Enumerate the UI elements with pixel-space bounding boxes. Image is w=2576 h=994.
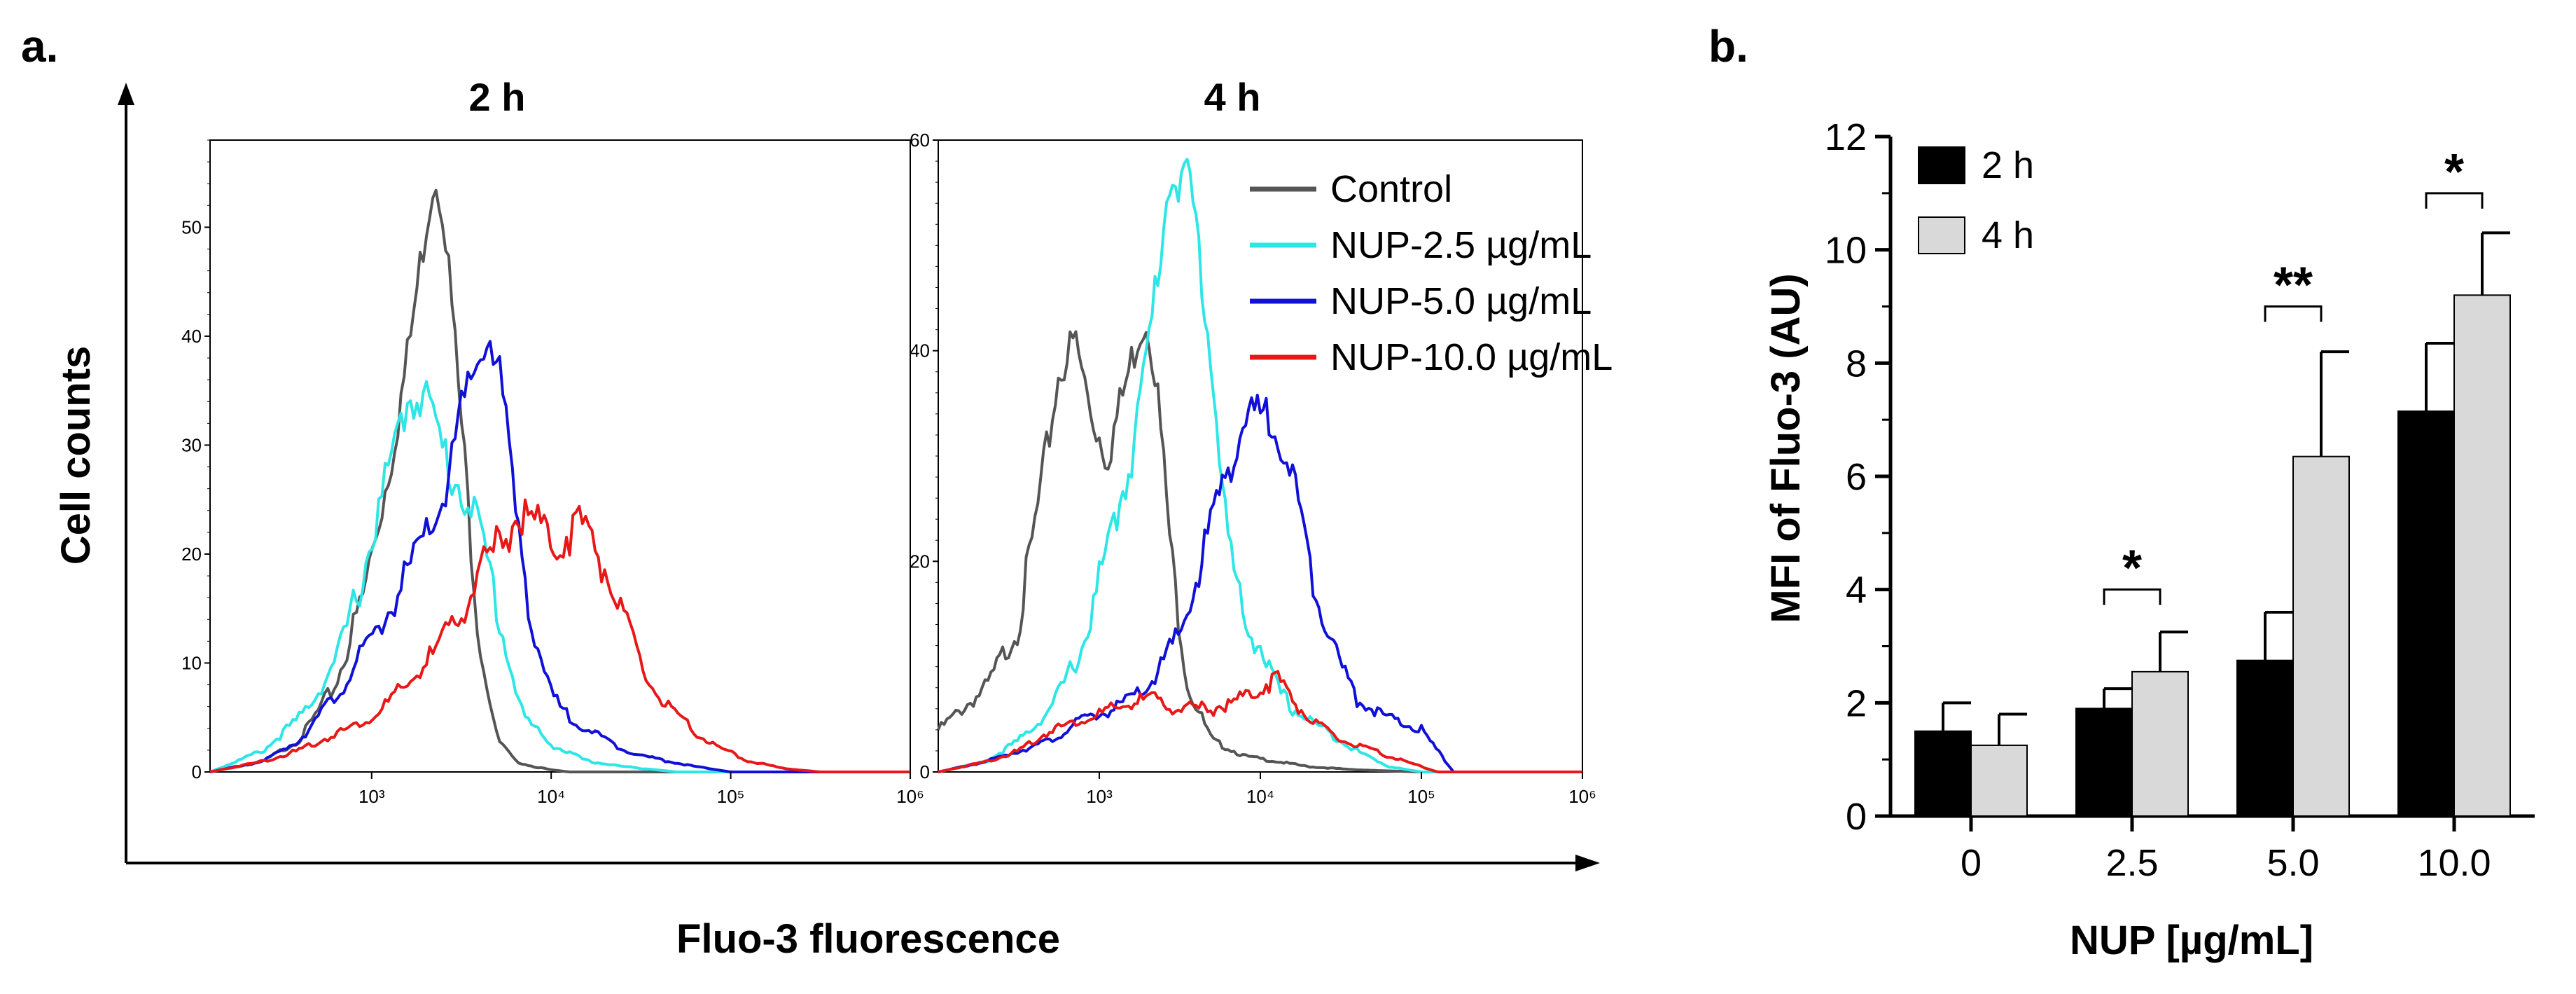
legend-label: NUP-2.5 µg/mL <box>1330 224 1592 266</box>
bar <box>1914 730 1972 817</box>
bar <box>2292 455 2350 817</box>
bar-legend-swatch <box>1918 216 1965 254</box>
x-tick-label: 10⁴ <box>537 786 565 807</box>
y-tick-label: 40 <box>910 340 930 361</box>
x-tick-label: 10⁵ <box>1407 786 1435 807</box>
bar-x-tick-label: 10.0 <box>2417 842 2491 884</box>
y-tick-label: 20 <box>181 544 202 565</box>
bar <box>2236 659 2294 817</box>
x-tick-label: 10⁶ <box>896 786 924 807</box>
histogram-series-line <box>938 670 1582 773</box>
legend-label: NUP-5.0 µg/mL <box>1330 280 1592 322</box>
histogram-2h: 2 h 0 10 20 30 40 50 10³ 10⁴ 10⁵ 10⁶ <box>181 75 924 807</box>
bar-y-tick-label: 10 <box>1825 230 1867 272</box>
bar-chart: MFI of Fluo-3 (AU) NUP [µg/mL] 0 2 4 6 8 10 12… <box>1763 116 2535 963</box>
bar-y-tick-label: 0 <box>1846 796 1867 838</box>
histogram-series-line <box>209 188 910 773</box>
histogram-2h-title: 2 h <box>469 75 526 119</box>
bar-x-tick-label: 2.5 <box>2105 842 2158 884</box>
bar-legend-swatch <box>1918 146 1965 184</box>
significance-label: ** <box>2274 258 2313 314</box>
y-tick-label: 10 <box>181 652 202 673</box>
bar-x-tick-label: 5.0 <box>2267 842 2319 884</box>
x-tick-label: 10⁶ <box>1568 786 1596 807</box>
panel-a-label: a. <box>21 21 58 71</box>
histogram-series-line <box>937 330 1582 773</box>
x-tick-label: 10⁵ <box>717 786 745 807</box>
y-tick-label: 20 <box>910 551 930 572</box>
panel-a-y-arrowhead <box>118 83 134 105</box>
bar <box>2453 294 2511 817</box>
x-tick-label: 10³ <box>1086 786 1113 807</box>
histogram-series-line <box>938 394 1582 773</box>
significance-bracket <box>2264 305 2323 322</box>
significance-label: * <box>2122 541 2142 597</box>
y-tick-label: 0 <box>920 761 930 782</box>
bar-x-tick-label: 0 <box>1961 842 1982 884</box>
histogram-4h-title: 4 h <box>1204 75 1261 119</box>
panel-a-x-arrowhead <box>1575 855 1600 871</box>
histogram-series-line <box>209 340 910 773</box>
histogram-2h-frame <box>209 139 911 773</box>
bar-legend-label: 4 h <box>1982 214 2034 256</box>
panel-a-x-title: Fluo-3 fluorescence <box>676 916 1060 962</box>
bar <box>2075 707 2133 817</box>
y-tick-label: 60 <box>910 130 930 151</box>
bar-y-tick-label: 4 <box>1846 570 1867 612</box>
panel-a-y-title: Cell counts <box>53 346 99 565</box>
y-tick-label: 0 <box>192 761 202 782</box>
bar-y-tick-label: 8 <box>1846 343 1867 385</box>
bar-chart-y-title: MFI of Fluo-3 (AU) <box>1763 273 1809 623</box>
legend-label: Control <box>1330 168 1452 210</box>
bar-y-tick-label: 12 <box>1825 116 1867 158</box>
histogram-legend: Control NUP-2.5 µg/mL NUP-5.0 µg/mL NUP-10.… <box>1250 168 1613 378</box>
histogram-series-line <box>209 498 910 773</box>
bar-legend-label: 2 h <box>1982 144 2034 186</box>
x-tick-label: 10⁴ <box>1246 786 1274 807</box>
y-tick-label: 40 <box>181 326 202 347</box>
significance-label: * <box>2444 144 2464 200</box>
legend-label: NUP-10.0 µg/mL <box>1330 336 1613 378</box>
significance-bracket <box>2103 588 2161 605</box>
y-tick-label: 30 <box>181 434 202 455</box>
x-tick-label: 10³ <box>358 786 385 807</box>
bar-y-tick-label: 2 <box>1846 682 1867 724</box>
panel-b-label: b. <box>1708 21 1748 71</box>
y-tick-label: 50 <box>181 216 202 237</box>
significance-bracket <box>2425 192 2484 209</box>
bar-chart-x-title: NUP [µg/mL] <box>2070 918 2313 963</box>
bar <box>1970 744 2028 817</box>
bar <box>2397 410 2455 817</box>
bar <box>2131 670 2189 817</box>
histogram-4h: 4 h 0 20 40 60 10³ 10⁴ 10⁵ 10⁶ <box>910 75 1596 807</box>
bar-y-tick-label: 6 <box>1846 456 1867 498</box>
